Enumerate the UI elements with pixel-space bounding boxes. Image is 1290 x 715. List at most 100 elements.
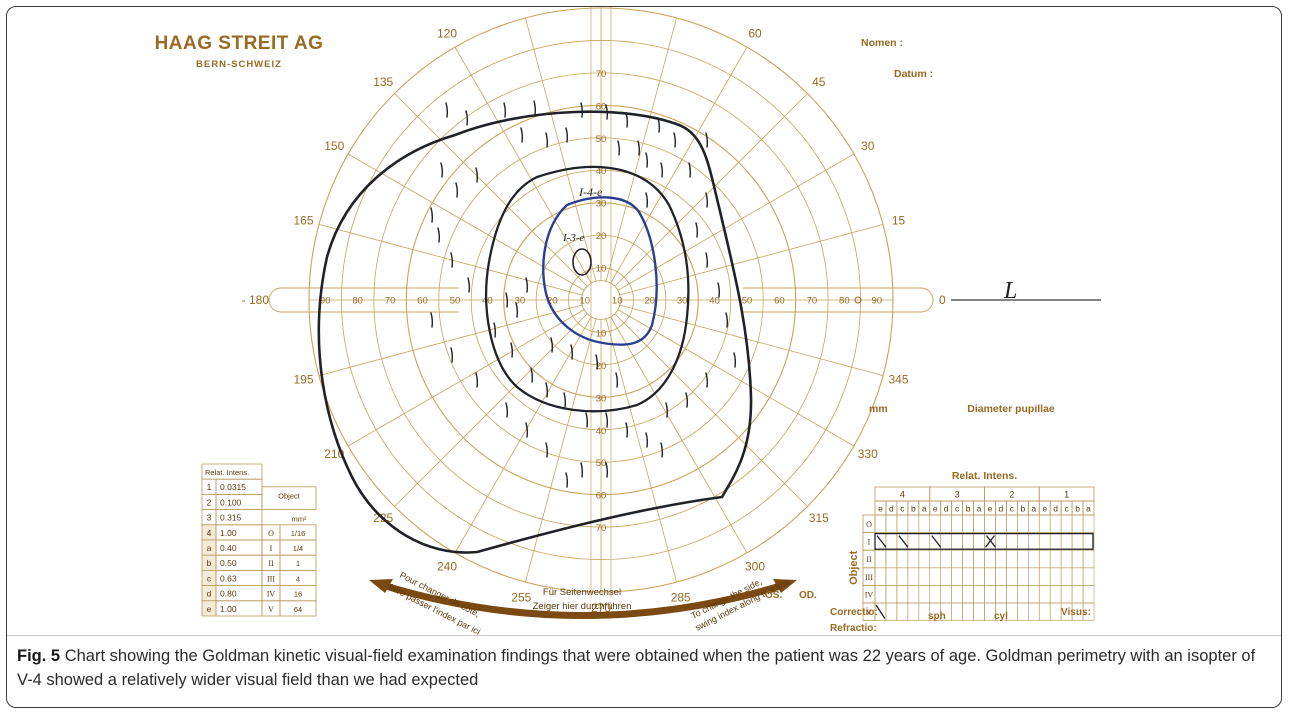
ring-label-lower: 40	[596, 426, 607, 437]
object-grid-title: Relat. Intens.	[952, 470, 1017, 482]
grid-cell	[1027, 532, 1040, 551]
sph-label: sph	[928, 611, 946, 622]
grid-cell	[962, 514, 974, 533]
scotoma-mark	[450, 347, 454, 363]
grid-meridian	[610, 46, 748, 284]
goldmann-perimetry-chart: 0153045607590105120135150165- 1801952102…	[155, 7, 1101, 635]
grid-cell	[962, 585, 974, 604]
ring-label-upper: 60	[596, 101, 607, 112]
scotoma-mark	[695, 222, 699, 238]
eye-label: L	[1003, 278, 1017, 304]
scotoma-mark	[505, 292, 509, 308]
letter-label: c	[900, 504, 905, 514]
grid-cell	[995, 567, 1007, 586]
scotoma-mark	[625, 112, 629, 128]
scotoma-mark	[503, 102, 507, 118]
letter-label: d	[889, 504, 894, 514]
relat-value: 0.315	[220, 513, 242, 523]
relat-key: 3	[207, 513, 212, 523]
letter-label: b	[1075, 504, 1080, 514]
grid-cell	[907, 549, 920, 569]
letter-label: b	[966, 504, 971, 514]
relat-value: 0.40	[220, 543, 237, 553]
isopter-label-i3e: I-3-e	[562, 232, 584, 244]
meridian-label: 330	[858, 447, 878, 461]
grid-meridian	[605, 17, 677, 282]
relat-value: 0.80	[220, 589, 237, 599]
grid-cell	[1082, 514, 1095, 533]
grid-cell	[973, 602, 985, 621]
grid-cell	[1017, 514, 1029, 533]
grid-meridian	[394, 313, 588, 507]
left-axis-label: 40	[482, 296, 493, 307]
pupil-mm: mm	[869, 403, 888, 415]
grid-cell	[962, 549, 974, 569]
letter-label: b	[911, 504, 916, 514]
left-axis-label: 50	[450, 296, 461, 307]
grid-cell	[896, 585, 909, 604]
grid-cell	[929, 549, 941, 569]
grid-cell	[896, 549, 909, 569]
grid-cell	[1006, 514, 1018, 533]
nomen-field: Nomen :	[861, 37, 903, 49]
scotoma-mark	[520, 127, 524, 143]
scotoma-mark	[545, 132, 549, 148]
scotoma-mark	[733, 352, 737, 368]
grid-cell	[1060, 549, 1073, 569]
meridian-label: 75	[674, 7, 688, 9]
grid-cell	[951, 602, 963, 621]
grid-meridian	[614, 93, 808, 287]
grid-cell	[896, 514, 909, 533]
grid-cell	[1049, 514, 1062, 533]
pupil-label: Diameter pupillae	[967, 403, 1055, 415]
scotoma-mark	[493, 322, 497, 338]
ring-label-upper: 40	[596, 166, 607, 177]
row-label: I	[868, 538, 871, 547]
grid-cell	[918, 567, 931, 586]
relat-key: a	[207, 543, 212, 553]
grid-cell	[929, 585, 941, 604]
scotoma-mark	[705, 192, 709, 208]
grid-cell	[1027, 602, 1040, 621]
meridian-label: 150	[324, 139, 344, 153]
isopters: I-4-e I-3-e	[317, 110, 753, 554]
scotoma-mark	[455, 182, 459, 198]
grid-cell	[973, 532, 985, 551]
meridian-label: 15	[892, 213, 906, 227]
scotoma-mark	[685, 392, 689, 408]
grid-meridian	[617, 153, 855, 291]
grid-cell	[1060, 585, 1073, 604]
letter-label: a	[1086, 504, 1091, 514]
scotoma-mark	[673, 132, 677, 148]
scotoma-mark	[475, 372, 479, 388]
row-i-highlight	[874, 532, 1094, 550]
scotoma-mark	[705, 252, 709, 268]
scotoma-mark	[580, 102, 584, 118]
grid-cell	[918, 532, 931, 551]
grid-meridian	[619, 224, 884, 296]
left-axis-label: 90	[320, 296, 331, 307]
right-axis-label: 20	[644, 296, 655, 307]
grid-meridian	[610, 316, 748, 554]
size-value: 64	[294, 605, 302, 614]
od-label: OD.	[799, 590, 817, 601]
isopter-v4-outer	[317, 110, 753, 554]
grid-cell	[940, 567, 952, 586]
ring-label-upper: 50	[596, 134, 607, 145]
grid-cell	[1006, 532, 1018, 551]
scotoma-mark	[580, 462, 584, 478]
brand-city: BERN-SCHWEIZ	[196, 59, 282, 70]
scotoma-mark	[563, 392, 567, 408]
scotoma-mark	[510, 342, 514, 358]
scotoma-mark	[440, 162, 444, 178]
grid-cell	[896, 602, 909, 621]
refractio-label: Refractio:	[830, 623, 877, 634]
grid-cell	[995, 514, 1007, 533]
grid-cell	[907, 585, 920, 604]
relat-key: 2	[207, 497, 212, 507]
grid-cell	[885, 514, 898, 533]
scotoma-mark	[545, 442, 549, 458]
letter-label: b	[1020, 504, 1025, 514]
grid-cell	[907, 514, 920, 533]
grid-cell	[1017, 567, 1029, 586]
